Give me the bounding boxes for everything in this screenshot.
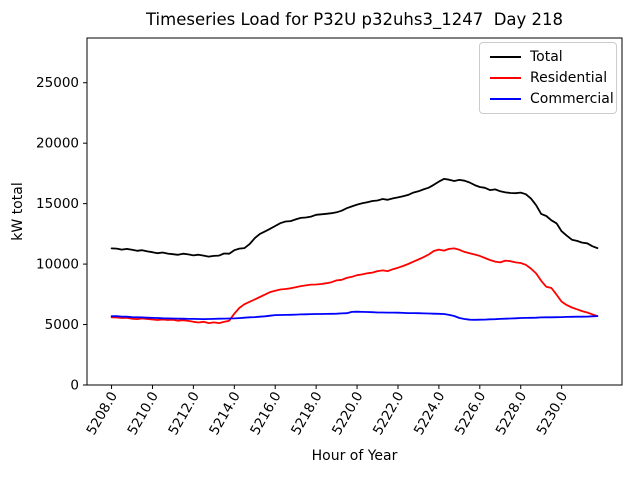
- chart-title: Timeseries Load for P32U p32uhs3_1247 Da…: [145, 10, 564, 29]
- x-tick-label: 5226.0: [452, 389, 489, 438]
- legend-label-commercial: Commercial: [530, 91, 614, 108]
- legend-item-total: Total: [490, 47, 616, 66]
- y-tick-label: 10000: [36, 257, 79, 273]
- commercial-line-swatch: [490, 98, 521, 101]
- total-line-swatch: [490, 55, 521, 58]
- series-line-commercial: [110, 310, 599, 321]
- x-tick-label: 5212.0: [165, 389, 202, 438]
- x-tick-label: 5228.0: [493, 389, 530, 438]
- series-line-total: [110, 177, 599, 258]
- y-axis: 0 5000 10000 15000 20000 25000: [36, 75, 87, 394]
- x-tick-label: 5230.0: [534, 389, 571, 438]
- x-tick-label: 5214.0: [206, 389, 243, 438]
- y-tick-label: 20000: [36, 136, 79, 152]
- x-axis: 5208.0 5210.0 5212.0 5214.0 5216.0 5218.0 5220…: [84, 385, 571, 438]
- x-tick-label: 5210.0: [124, 389, 161, 438]
- x-tick-label: 5224.0: [411, 389, 448, 438]
- legend: Total Residential Commercial: [479, 42, 617, 114]
- legend-item-commercial: Commercial: [490, 90, 616, 109]
- residential-line-swatch: [490, 76, 521, 79]
- plot-border: [86, 37, 623, 386]
- y-axis-label: kW total: [10, 182, 26, 240]
- x-tick-label: 5216.0: [247, 389, 284, 438]
- legend-item-residential: Residential: [490, 68, 616, 87]
- y-tick-label: 0: [70, 378, 79, 394]
- y-tick-label: 15000: [36, 196, 79, 212]
- y-tick-label: 25000: [36, 75, 79, 91]
- x-axis-label: Hour of Year: [312, 448, 398, 464]
- y-tick-label: 5000: [45, 317, 79, 333]
- x-tick-label: 5220.0: [329, 389, 366, 438]
- x-tick-label: 5222.0: [370, 389, 407, 438]
- x-tick-label: 5208.0: [84, 389, 121, 438]
- legend-label-total: Total: [530, 48, 563, 65]
- series-line-residential: [110, 247, 599, 325]
- x-tick-label: 5218.0: [288, 389, 325, 438]
- legend-label-residential: Residential: [530, 69, 608, 86]
